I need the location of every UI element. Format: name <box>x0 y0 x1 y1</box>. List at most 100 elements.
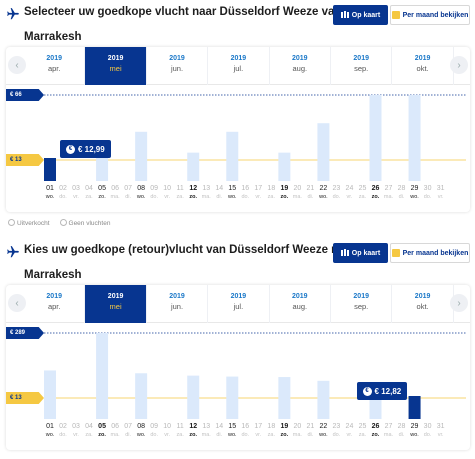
day-number: 09 <box>150 423 159 430</box>
month-tab[interactable]: 2019 okt. <box>392 285 454 323</box>
day-weekday: vr. <box>437 432 444 438</box>
day-number[interactable]: 12 <box>189 185 198 192</box>
month-view-button[interactable]: Per maand bekijken <box>390 5 470 25</box>
day-number: 03 <box>72 423 80 430</box>
day-number: 09 <box>150 185 159 192</box>
month-year: 2019 <box>414 55 431 62</box>
prev-month-arrow[interactable]: ‹ <box>8 294 26 312</box>
day-number: 10 <box>163 423 172 430</box>
euro-icon: € <box>362 386 372 396</box>
price-bar[interactable] <box>278 377 291 419</box>
price-bar[interactable] <box>44 370 56 419</box>
day-number[interactable]: 05 <box>98 423 106 430</box>
month-name: jun. <box>170 302 184 311</box>
day-number[interactable]: 19 <box>280 423 289 430</box>
price-bar[interactable] <box>226 376 239 419</box>
day-number[interactable]: 15 <box>228 185 237 192</box>
month-name: mei <box>109 64 122 73</box>
day-number[interactable]: 19 <box>280 185 289 192</box>
month-tab[interactable]: 2019 aug. <box>270 47 331 85</box>
day-number[interactable]: 08 <box>137 423 146 430</box>
return-header: Kies uw goedkope (retour)vlucht van Düss… <box>0 238 475 288</box>
price-bar[interactable] <box>317 380 330 419</box>
day-weekday: do. <box>332 194 341 200</box>
month-year: 2019 <box>107 293 124 300</box>
price-bar[interactable] <box>135 373 148 419</box>
day-number[interactable]: 01 <box>46 185 54 192</box>
day-number: 11 <box>176 185 184 192</box>
day-weekday: di. <box>398 432 405 438</box>
map-view-button[interactable]: Op kaart <box>333 5 388 25</box>
max-price-badge: € 289 <box>6 327 44 339</box>
price-bar[interactable] <box>96 333 109 419</box>
price-bars <box>44 332 466 419</box>
day-weekday: di. <box>125 432 132 438</box>
month-name: jul. <box>233 302 244 311</box>
price-bar[interactable] <box>135 131 148 181</box>
price-bar[interactable] <box>187 152 200 181</box>
month-tab[interactable]: 2019 sep. <box>331 285 393 323</box>
day-weekday: wo. <box>136 194 146 200</box>
month-tab[interactable]: 2019 jun. <box>147 47 209 85</box>
month-name: jun. <box>170 64 184 73</box>
no-flights-icon <box>59 219 67 226</box>
month-tab[interactable]: 2019 jul. <box>208 285 270 323</box>
day-weekday: di. <box>216 432 223 438</box>
day-weekday: vr. <box>164 194 171 200</box>
day-number[interactable]: 05 <box>98 185 106 192</box>
day-weekday: zo. <box>98 432 106 438</box>
price-bar[interactable] <box>96 151 109 181</box>
month-view-button[interactable]: Per maand bekijken <box>390 243 470 263</box>
price-bar[interactable] <box>369 95 382 181</box>
next-month-arrow[interactable]: › <box>450 294 468 312</box>
day-number: 06 <box>111 185 119 192</box>
day-number[interactable]: 29 <box>410 185 419 192</box>
day-weekday: wo. <box>410 194 419 200</box>
month-tab[interactable]: 2019 apr. <box>24 47 86 85</box>
return-price-chart: € 289 € 13 € € 12,82 01 wo. 02 do. 03 vr. 04 za. 05 z… <box>6 323 470 450</box>
day-number[interactable]: 26 <box>371 423 380 430</box>
selected-price-bar[interactable] <box>408 396 421 419</box>
day-number: 25 <box>358 423 367 430</box>
day-weekday: do. <box>59 194 67 200</box>
day-number: 28 <box>397 423 406 430</box>
month-name: aug. <box>292 302 308 311</box>
day-number[interactable]: 29 <box>410 423 419 430</box>
day-number[interactable]: 26 <box>371 185 380 192</box>
price-bar[interactable] <box>226 131 239 181</box>
day-number[interactable]: 22 <box>319 185 328 192</box>
month-tab[interactable]: 2019 aug. <box>270 285 331 323</box>
day-weekday: wo. <box>319 432 328 438</box>
price-bar[interactable] <box>317 123 330 181</box>
map-view-button[interactable]: Op kaart <box>333 243 388 263</box>
day-number: 07 <box>124 423 132 430</box>
day-weekday: za. <box>176 194 184 200</box>
legend-sold-out: Uitverkocht <box>8 219 50 227</box>
month-tab[interactable]: 2019 jul. <box>208 47 270 85</box>
month-tab[interactable]: 2019 sep. <box>331 47 393 85</box>
month-tab[interactable]: 2019 mei <box>85 47 147 85</box>
price-bar[interactable] <box>408 95 421 181</box>
next-month-arrow[interactable]: › <box>450 56 468 74</box>
day-weekday: wo. <box>45 194 55 200</box>
sold-out-icon <box>8 219 15 226</box>
month-tab[interactable]: 2019 okt. <box>392 47 454 85</box>
selected-price-bar[interactable] <box>44 158 56 181</box>
day-weekday: di. <box>307 432 314 438</box>
month-name: mei <box>109 302 122 311</box>
month-tab[interactable]: 2019 apr. <box>24 285 86 323</box>
price-bar[interactable] <box>278 152 291 181</box>
month-tab[interactable]: 2019 mei <box>85 285 147 323</box>
day-number[interactable]: 08 <box>137 185 146 192</box>
day-number: 18 <box>267 423 276 430</box>
day-number[interactable]: 22 <box>319 423 328 430</box>
day-number[interactable]: 12 <box>189 423 198 430</box>
day-weekday: zo. <box>280 194 289 200</box>
day-number[interactable]: 01 <box>46 423 54 430</box>
price-bar[interactable] <box>187 375 200 419</box>
prev-month-arrow[interactable]: ‹ <box>8 56 26 74</box>
month-year: 2019 <box>169 293 185 300</box>
day-weekday: zo. <box>98 194 106 200</box>
month-tab[interactable]: 2019 jun. <box>147 285 209 323</box>
day-number[interactable]: 15 <box>228 423 237 430</box>
